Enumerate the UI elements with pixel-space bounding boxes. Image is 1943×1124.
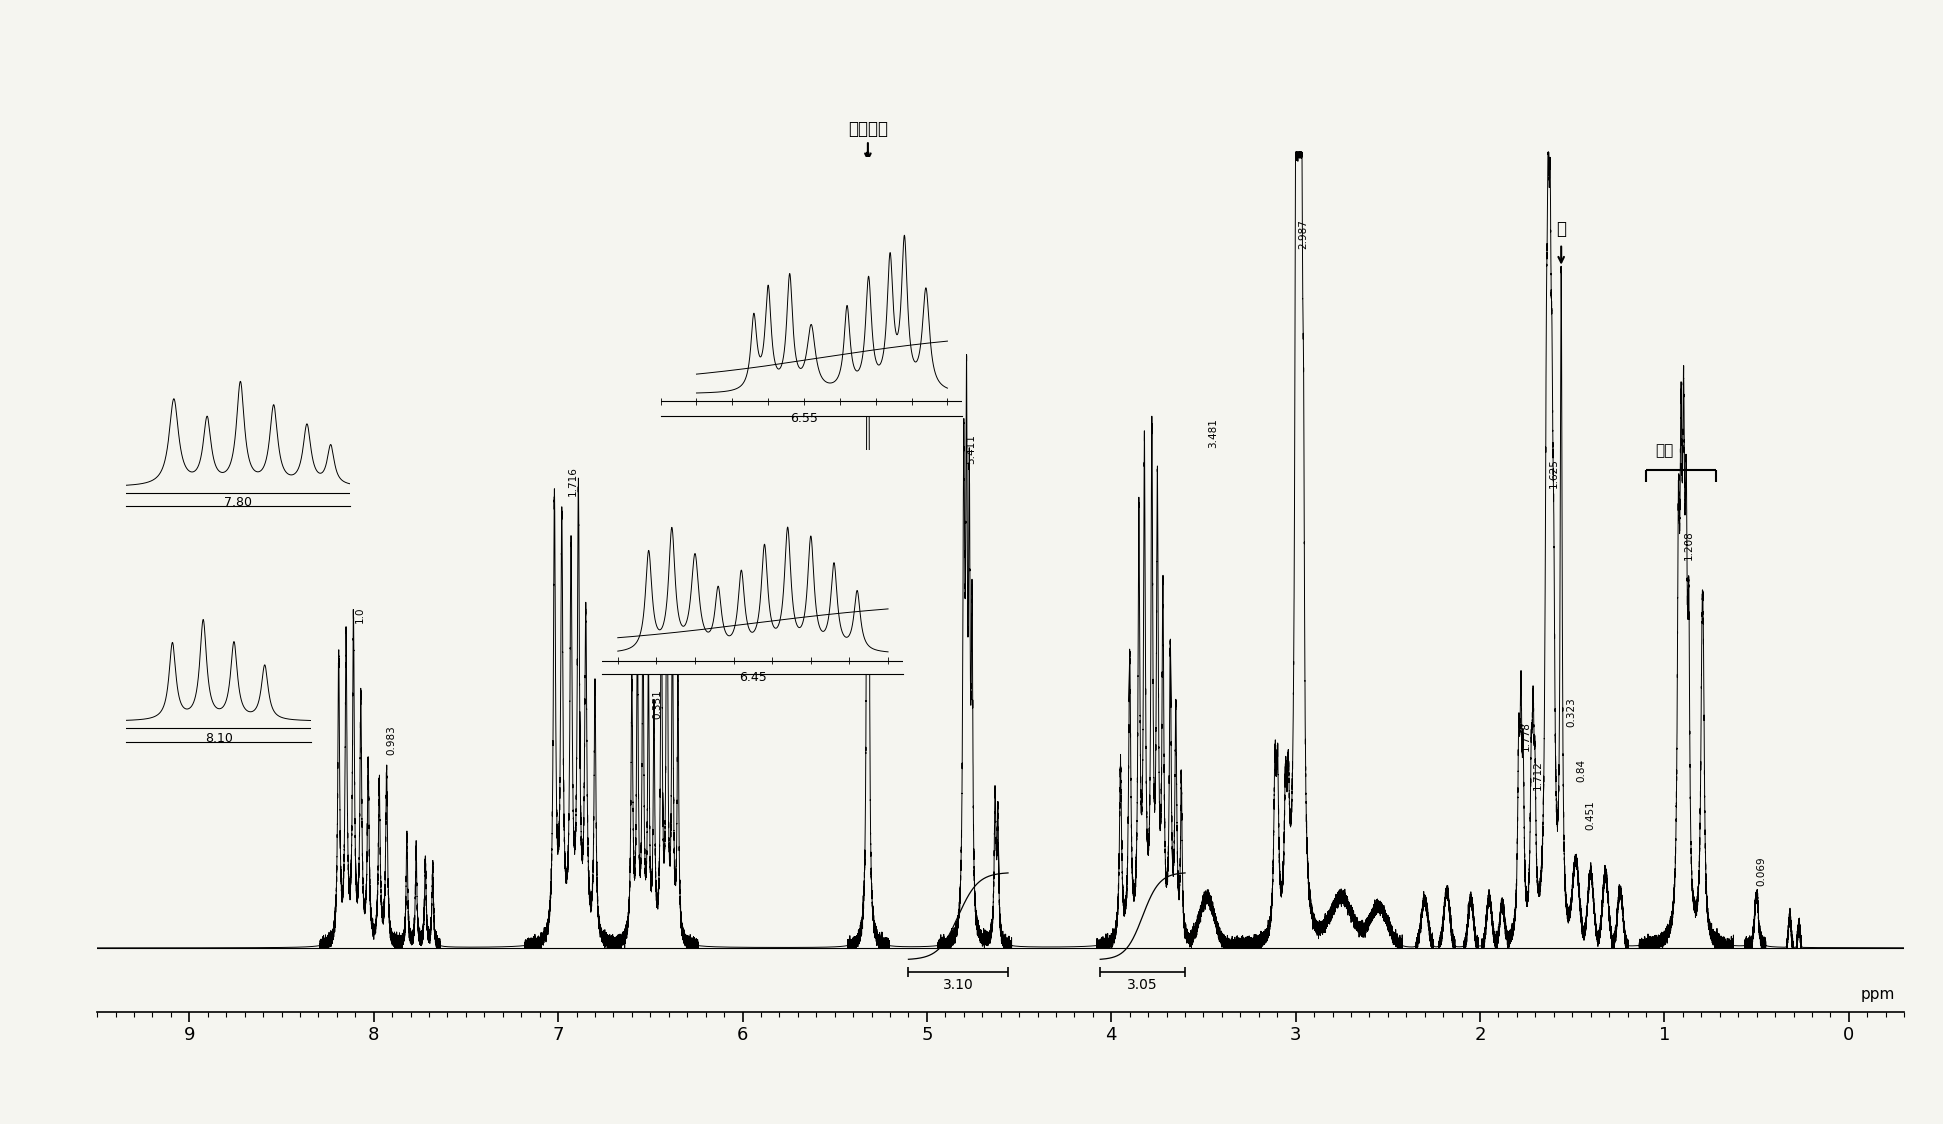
Text: 水: 水	[1556, 220, 1566, 238]
Text: 1.0: 1.0	[356, 607, 365, 624]
Text: 己烷: 己烷	[1655, 444, 1673, 459]
Text: 3.05: 3.05	[1127, 978, 1158, 992]
Text: 2.987: 2.987	[1298, 219, 1308, 250]
Text: 二氯甲烷: 二氯甲烷	[847, 120, 888, 138]
Text: 0.069: 0.069	[1756, 856, 1766, 886]
Text: 0.983: 0.983	[387, 725, 396, 754]
Text: 0.451: 0.451	[1585, 800, 1595, 831]
Text: 0.351: 0.351	[653, 689, 663, 718]
Text: 3.10: 3.10	[942, 978, 973, 992]
Text: ppm: ppm	[1861, 987, 1894, 1001]
Text: 1.208: 1.208	[1685, 529, 1694, 560]
Text: 1.778: 1.778	[1521, 720, 1531, 751]
Text: 6.45: 6.45	[738, 671, 767, 685]
Text: 1.716: 1.716	[567, 466, 577, 496]
Text: 1.625: 1.625	[1549, 459, 1558, 488]
Text: 1.712: 1.712	[1533, 761, 1543, 790]
Text: 0.84: 0.84	[1576, 760, 1585, 782]
Text: 0.376: 0.376	[666, 633, 676, 663]
Text: 8.10: 8.10	[204, 732, 233, 744]
Text: 3.481: 3.481	[1209, 418, 1218, 448]
Text: 7.80: 7.80	[223, 497, 253, 509]
Text: 6.55: 6.55	[791, 413, 818, 425]
Text: 0.323: 0.323	[1566, 697, 1576, 727]
Text: 5.411: 5.411	[966, 434, 977, 464]
